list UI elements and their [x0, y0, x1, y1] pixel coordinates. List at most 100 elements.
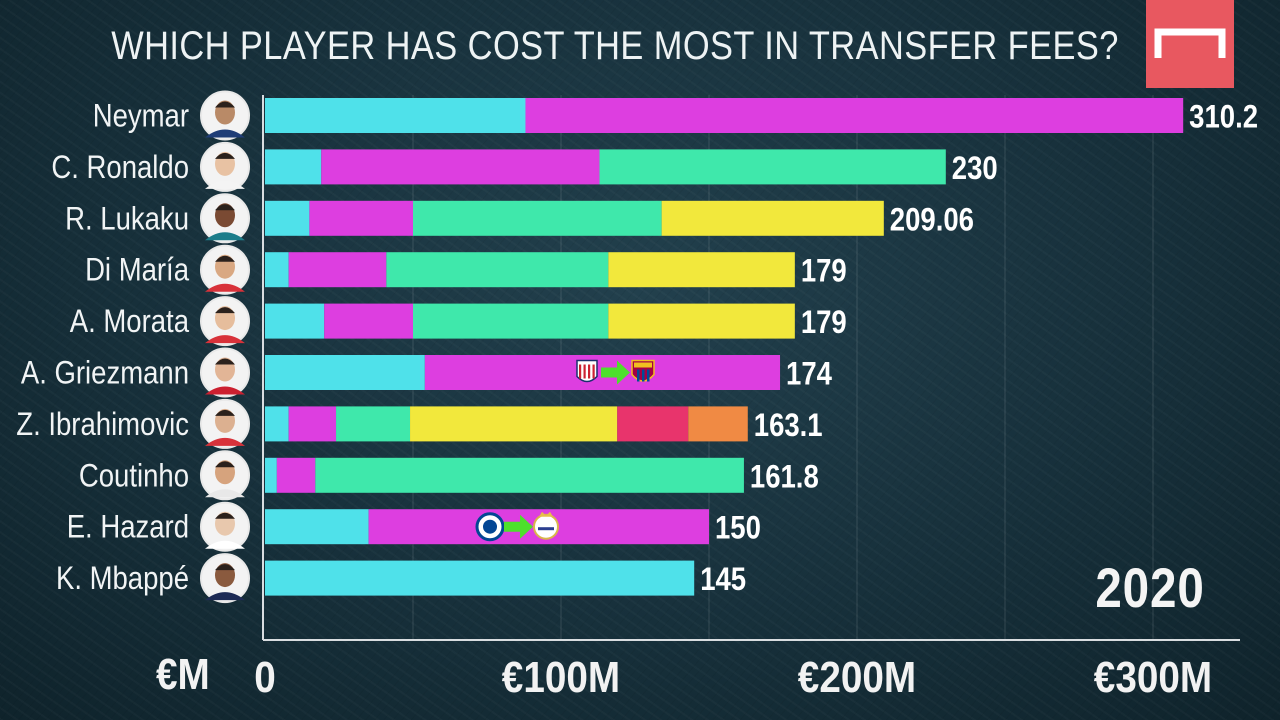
- value-label: 161.8: [750, 459, 819, 494]
- player-avatar: [200, 90, 250, 141]
- value-labels: 310.2 230 209.06 179 179 174 163.1 161.8 150 145: [700, 100, 1258, 598]
- bar-segment: [336, 406, 411, 442]
- avatar-shirt: [205, 129, 245, 138]
- category-label: R. Lukaku: [65, 201, 189, 236]
- avatar-hair: [215, 204, 235, 211]
- bar-segment: [661, 200, 884, 236]
- player-avatar: [200, 347, 250, 398]
- avatar-hair: [215, 564, 235, 571]
- arrow-right-icon: [601, 360, 630, 385]
- avatar-shirt: [205, 592, 245, 601]
- player-avatar: [200, 296, 250, 347]
- player-avatar: [200, 398, 250, 449]
- real-madrid-crest-icon: [533, 511, 559, 540]
- value-label: 163.1: [754, 408, 823, 443]
- player-avatar: [200, 501, 250, 552]
- avatar-hair: [215, 358, 235, 365]
- value-label: 179: [801, 254, 847, 289]
- bar-segment: [265, 560, 695, 596]
- bar-segment: [265, 252, 289, 288]
- player-avatar: [200, 193, 250, 244]
- axis-unit-label: €M: [156, 650, 210, 699]
- bar-segment: [599, 149, 946, 185]
- barcelona-crest-icon: [631, 359, 655, 382]
- category-label: Coutinho: [79, 458, 189, 493]
- value-label: 145: [700, 562, 746, 597]
- bar-segment: [265, 355, 425, 390]
- avatar-shirt: [205, 232, 245, 241]
- category-labels: Neymar C. Ronaldo R. Lukaku Di María A. Mora…: [16, 99, 189, 597]
- bar-segment: [410, 406, 618, 442]
- bar-segment: [265, 149, 322, 185]
- transfer-badges: [475, 359, 655, 542]
- x-tick-label: €100M: [502, 652, 620, 702]
- value-label: 150: [715, 511, 761, 546]
- avatar-shirt: [205, 437, 245, 446]
- avatar-hair: [215, 307, 235, 314]
- avatar-shirt: [205, 180, 245, 189]
- player-avatar: [200, 450, 250, 501]
- bar-segment: [265, 509, 369, 545]
- bar-segment: [608, 303, 795, 339]
- avatar-shirt: [205, 489, 245, 498]
- category-label: C. Ronaldo: [51, 150, 189, 185]
- avatar-shirt: [205, 386, 245, 395]
- avatar-hair: [215, 461, 235, 468]
- avatar-hair: [215, 152, 235, 159]
- player-avatar: [200, 244, 250, 295]
- avatars: [200, 90, 250, 604]
- bar-segment: [617, 406, 689, 442]
- bar-segment: [413, 200, 662, 236]
- avatar-shirt: [205, 283, 245, 292]
- bar-segment: [315, 457, 744, 493]
- bar-segment: [386, 252, 609, 288]
- x-tick-label: €200M: [798, 652, 916, 702]
- bar-segment: [265, 457, 277, 493]
- bar-segment: [608, 252, 795, 288]
- bar-segment: [321, 149, 600, 185]
- player-avatar: [200, 141, 250, 192]
- year-label: 2020: [1095, 556, 1205, 619]
- bar-segment: [324, 303, 413, 339]
- bar-segment: [413, 303, 609, 339]
- value-label: 310.2: [1189, 100, 1258, 135]
- bar-segment: [309, 200, 413, 236]
- atletico-crest-icon: [576, 359, 598, 383]
- category-label: K. Mbappé: [56, 561, 189, 596]
- x-axis: 0 €100M €200M €300M: [254, 95, 1240, 702]
- bar-segment: [265, 200, 310, 236]
- bar-segment: [265, 98, 526, 133]
- bar-segment: [265, 406, 289, 442]
- player-avatar: [200, 553, 250, 604]
- avatar-hair: [215, 512, 235, 519]
- x-tick-label: €300M: [1094, 652, 1212, 702]
- category-label: Neymar: [93, 99, 189, 134]
- avatar-shirt: [205, 540, 245, 549]
- avatar-hair: [215, 409, 235, 416]
- bar-segment: [265, 303, 325, 339]
- arrow-right-icon: [504, 514, 533, 539]
- value-label: 174: [786, 357, 832, 392]
- category-label: A. Griezmann: [21, 356, 189, 391]
- value-label: 179: [801, 305, 847, 340]
- chelsea-crest-icon: [475, 512, 505, 542]
- transfer-badge: [475, 511, 559, 542]
- bar-segment: [525, 98, 1184, 133]
- category-label: Di María: [85, 253, 189, 288]
- value-label: 230: [952, 151, 998, 186]
- avatar-hair: [215, 101, 235, 108]
- bar-segment: [288, 406, 337, 442]
- chart-title: WHICH PLAYER HAS COST THE MOST IN TRANSF…: [111, 24, 1119, 68]
- x-tick-label: 0: [254, 652, 276, 702]
- category-label: E. Hazard: [67, 510, 189, 545]
- avatar-shirt: [205, 335, 245, 344]
- bar-segment: [688, 406, 748, 442]
- bar-segment: [276, 457, 316, 493]
- goal-logo-icon: [1146, 0, 1234, 88]
- bar-segment: [288, 252, 387, 288]
- transfer-badge: [576, 359, 655, 385]
- category-label: Z. Ibrahimovic: [16, 407, 189, 442]
- value-label: 209.06: [890, 202, 974, 237]
- category-label: A. Morata: [70, 304, 190, 339]
